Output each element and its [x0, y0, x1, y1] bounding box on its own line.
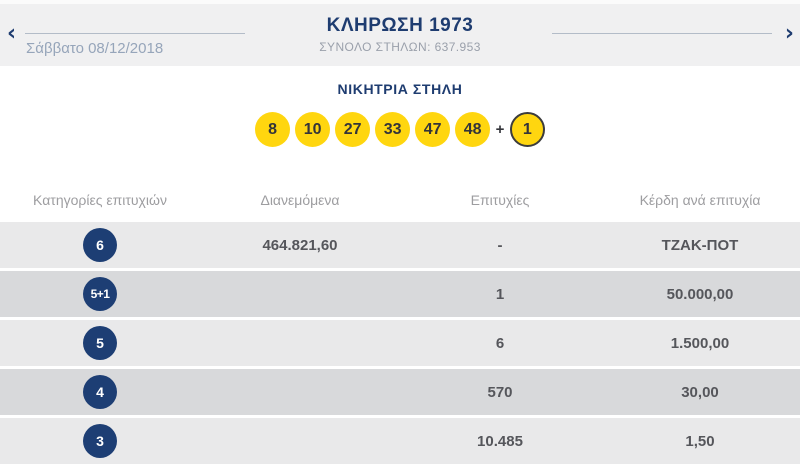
prize-value: ΤΖΑΚ-ΠΟΤ [661, 236, 739, 254]
draw-navigation-bar: ‹ Σάββατο 08/12/2018 ΚΛΗΡΩΣΗ 1973 ΣΥΝΟΛΟ… [0, 0, 800, 66]
draw-date: Σάββατο 08/12/2018 [26, 40, 164, 57]
draw-title: ΚΛΗΡΩΣΗ 1973 [326, 15, 474, 36]
winning-number-ball: 47 [415, 112, 451, 147]
joker-number-ball: 1 [509, 112, 545, 147]
column-header-wins: Επιτυχίες [470, 192, 530, 208]
total-columns-label: ΣΥΝΟΛΟ ΣΤΗΛΩΝ: 637.953 [319, 40, 481, 54]
wins-value: 570 [487, 383, 513, 401]
table-row: 6 464.821,60 - ΤΖΑΚ-ΠΟΤ [0, 222, 800, 268]
left-divider-line [25, 33, 245, 34]
prize-results-table: Κατηγορίες επιτυχιών Διανεμόμενα Επιτυχί… [0, 178, 800, 464]
winning-number-ball: 33 [375, 112, 411, 147]
distributed-value: 464.821,60 [262, 236, 338, 254]
winning-column-title: ΝΙΚΗΤΡΙΑ ΣΤΗΛΗ [337, 81, 463, 97]
category-badge: 4 [83, 375, 117, 409]
winning-number-ball: 48 [455, 112, 491, 147]
category-badge: 5 [83, 326, 117, 360]
table-row: 4 570 30,00 [0, 369, 800, 415]
prize-value: 1.500,00 [670, 334, 730, 352]
table-row: 3 10.485 1,50 [0, 418, 800, 464]
table-header-row: Κατηγορίες επιτυχιών Διανεμόμενα Επιτυχί… [0, 178, 800, 222]
next-draw-chevron-icon[interactable]: › [784, 21, 794, 46]
right-divider-line [552, 33, 772, 34]
table-row: 5+1 1 50.000,00 [0, 271, 800, 317]
winning-number-ball: 27 [335, 112, 371, 147]
winning-column-section: ΝΙΚΗΤΡΙΑ ΣΤΗΛΗ 8 10 27 33 47 48 + 1 [0, 66, 800, 178]
prize-value: 30,00 [681, 383, 719, 401]
prize-value: 1,50 [685, 432, 715, 450]
category-badge: 6 [83, 228, 117, 262]
category-badge: 3 [83, 424, 117, 458]
winning-number-ball: 10 [295, 112, 331, 147]
previous-draw-chevron-icon[interactable]: ‹ [7, 21, 17, 46]
category-badge: 5+1 [83, 277, 117, 311]
winning-number-ball: 8 [255, 112, 291, 147]
table-row: 5 6 1.500,00 [0, 320, 800, 366]
prize-value: 50.000,00 [666, 285, 734, 303]
wins-value: 6 [495, 334, 505, 352]
column-header-prize-per-win: Κέρδη ανά επιτυχία [639, 192, 761, 208]
wins-value: - [497, 236, 503, 254]
winning-numbers-row: 8 10 27 33 47 48 + 1 [0, 112, 800, 147]
column-header-distributed: Διανεμόμενα [260, 192, 340, 208]
plus-sign: + [495, 121, 505, 138]
wins-value: 10.485 [477, 432, 523, 450]
column-header-categories: Κατηγορίες επιτυχιών [33, 192, 167, 208]
wins-value: 1 [495, 285, 505, 303]
